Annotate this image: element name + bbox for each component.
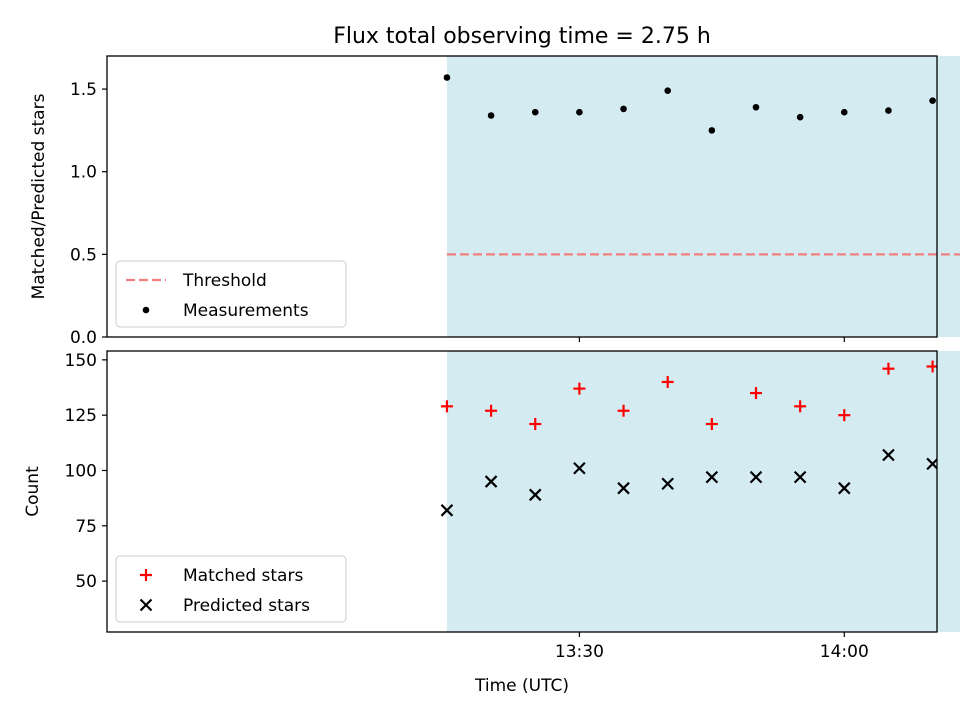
ratio-series0-point — [664, 87, 671, 95]
ratio-legend: Threshold Measurements — [115, 260, 347, 328]
ratio-series0-point — [752, 103, 760, 111]
count-legend-swatch — [140, 569, 152, 581]
count-observing-window — [446, 351, 960, 632]
count-series1-point — [484, 475, 498, 488]
count-series1-point — [749, 470, 763, 484]
count-legend-swatch — [139, 598, 153, 612]
count-series0-point — [617, 404, 630, 417]
x-tick-label: 14:00 — [820, 642, 869, 662]
count-series0-point — [440, 400, 453, 413]
ratio-y-tick-label: 0.5 — [70, 245, 97, 265]
ratio-axes-frame — [106, 55, 938, 338]
ratio-observing-window — [446, 56, 960, 337]
count-y-tick-label: 100 — [65, 461, 97, 481]
count-y-axis-label: Count — [23, 466, 43, 517]
ratio-series0-point — [487, 112, 495, 119]
ratio-series0-point — [840, 108, 848, 116]
count-y-tick-label: 125 — [65, 406, 97, 426]
ratio-series0-point — [929, 97, 936, 104]
count-series1-point — [793, 470, 807, 484]
chart-title: Flux total observing time = 2.75 h — [333, 24, 711, 49]
count-legend-label: Matched stars — [183, 566, 303, 586]
count-series0-point — [838, 409, 851, 422]
count-points — [440, 360, 937, 517]
count-series0-point — [705, 418, 718, 431]
count-legend-label: Predicted stars — [183, 596, 310, 616]
count-series1-point — [573, 461, 586, 475]
count-axes-frame — [106, 350, 938, 633]
count-series1-point — [528, 488, 542, 502]
count-y-tick-label: 50 — [75, 572, 97, 592]
count-series1-point — [705, 470, 719, 484]
count-series0-point — [749, 387, 762, 400]
count-series0-point — [794, 400, 807, 413]
count-y-tick-label: 75 — [75, 517, 97, 537]
count-series1-point — [838, 481, 851, 495]
ratio-panel: 0.0 0.5 1.0 1.5 Matched/Predicted stars Thres… — [29, 55, 960, 348]
count-series1-point — [440, 504, 454, 517]
count-series1-point — [661, 477, 674, 491]
x-tick-label: 13:30 — [555, 642, 604, 662]
ratio-series0-point — [885, 107, 892, 114]
count-series0-point — [573, 382, 586, 395]
ratio-series0-point — [576, 108, 583, 116]
count-series0-point — [661, 375, 674, 388]
count-series1-point — [882, 448, 895, 462]
ratio-series0-point — [708, 127, 716, 134]
ratio-y-axis-label: Matched/Predicted stars — [29, 93, 49, 299]
count-y-tick-label: 150 — [65, 351, 97, 371]
ratio-series0-point — [796, 113, 804, 121]
x-axis-label: Time (UTC) — [474, 676, 569, 696]
ratio-y-tick-label: 0.0 — [70, 328, 97, 348]
count-series0-point — [529, 418, 542, 431]
ratio-points — [443, 74, 936, 134]
ratio-series0-point — [620, 105, 627, 113]
count-series1-point — [926, 457, 937, 471]
count-series1-point — [617, 481, 630, 495]
ratio-y-tick-label: 1.5 — [70, 80, 97, 100]
ratio-legend-label: Measurements — [183, 301, 309, 321]
count-series0-point — [485, 404, 498, 417]
ratio-series0-point — [531, 108, 539, 116]
ratio-legend-label: Threshold — [182, 271, 267, 291]
count-series0-point — [882, 362, 895, 375]
ratio-legend-swatch — [142, 306, 150, 314]
count-panel: 507510012515013:3014:0014:3015:0015:3016… — [23, 350, 960, 662]
ratio-y-tick-label: 1.0 — [70, 163, 97, 183]
count-legend: Matched stars Predicted stars — [115, 555, 347, 623]
ratio-series0-point — [443, 74, 451, 81]
